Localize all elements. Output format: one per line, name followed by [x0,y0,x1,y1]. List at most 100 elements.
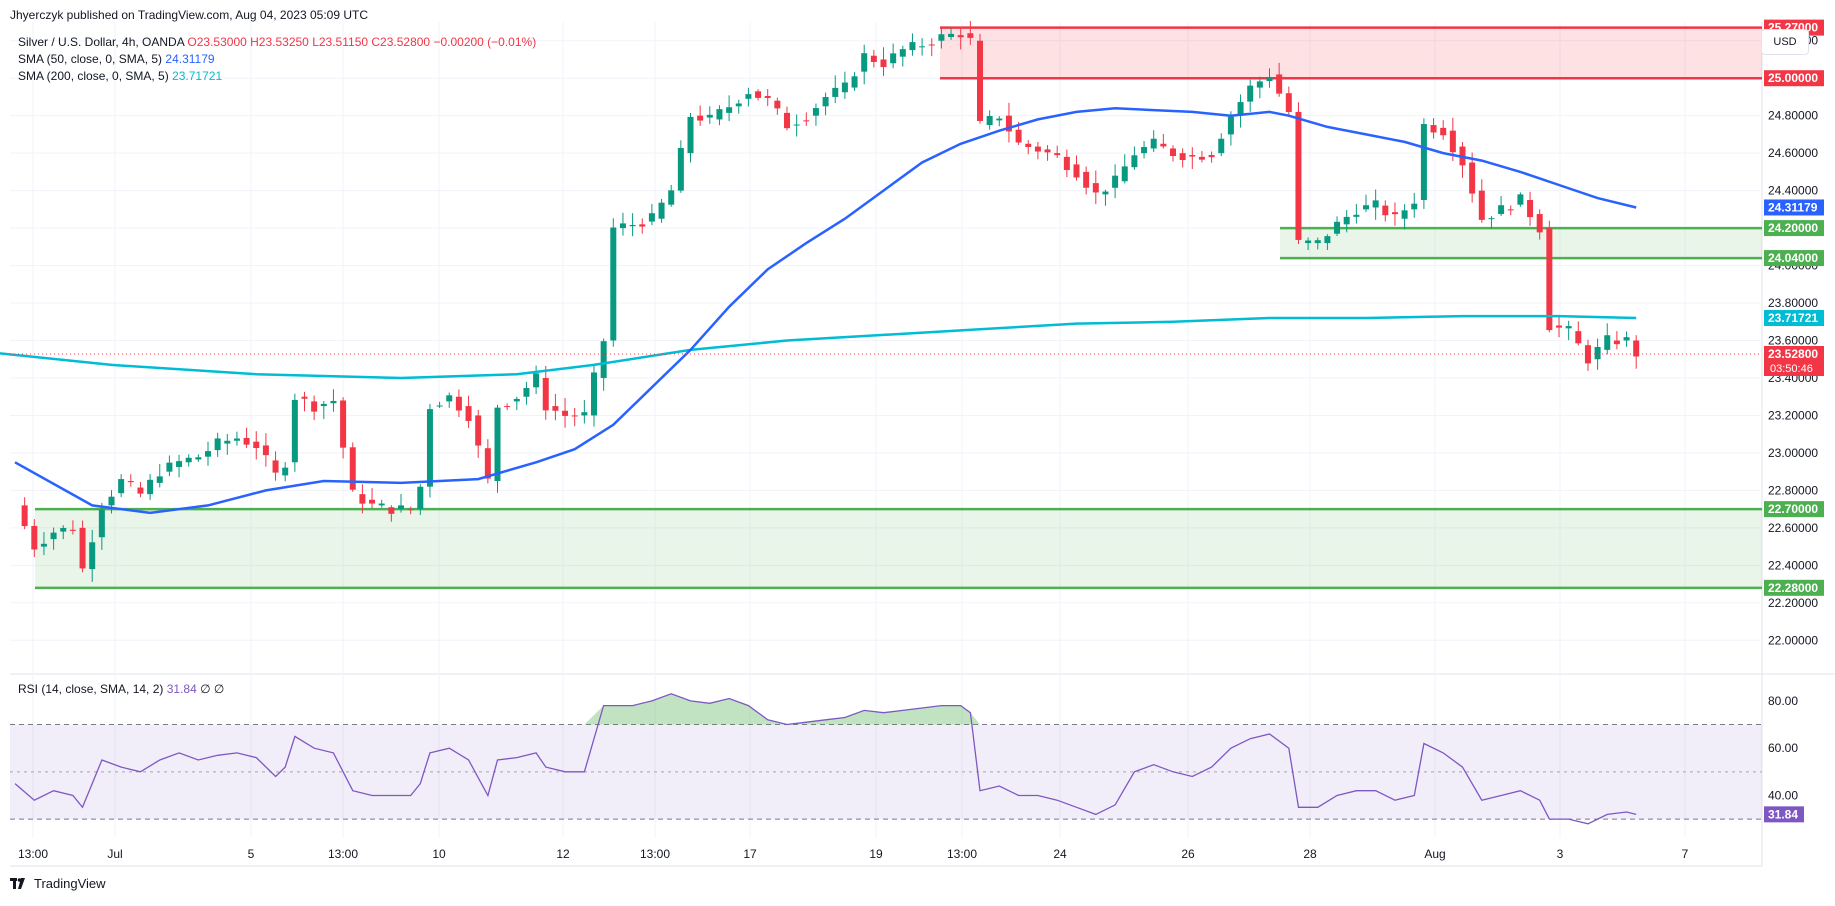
price-tick-label: 23.00000 [1768,446,1818,460]
candle-up [919,46,926,48]
time-tick-label: Aug [1424,847,1445,861]
ohlc-low: L23.51150 [312,35,369,49]
candle-up [1353,214,1360,217]
zone-price-badge-label: 24.04000 [1768,251,1818,265]
candle-down [1527,199,1534,218]
candle-up [1141,146,1148,154]
sma200-value: 23.71721 [172,69,223,83]
symbol-legend[interactable]: Silver / U.S. Dollar, 4h, OANDA O23.5300… [18,35,536,49]
currency-button[interactable]: USD [1761,29,1809,55]
candle-up [841,82,848,93]
candle-down [1034,146,1041,152]
candle-up [1102,191,1109,195]
candle-down [1478,190,1485,220]
candle-up [861,53,868,72]
candle-down [1507,209,1514,211]
price-tick-label: 23.20000 [1768,408,1818,422]
candle-down [1584,345,1591,364]
candle-down [253,441,260,449]
candle-up [1266,77,1273,82]
candle-down [311,401,318,412]
candle-down [1160,143,1167,147]
time-tick-label: 10 [432,847,446,861]
sma50-price-badge [1764,199,1824,216]
candle-up [812,108,819,116]
zone-price-badge-label: 25.00000 [1768,71,1818,85]
time-tick-label: 5 [248,847,255,861]
candle-down [1469,162,1476,194]
candle-down [1025,143,1032,148]
candle-down [21,505,28,527]
candle-down [1092,183,1099,193]
candle-up [793,124,800,126]
time-tick-label: 24 [1053,847,1067,861]
rsi-legend[interactable]: RSI (14, close, SMA, 14, 2) 31.84 ∅ ∅ [18,682,224,696]
candle-down [1430,125,1437,133]
sma50-label: SMA (50, close, 0, SMA, 5) [18,52,163,66]
footer-brand[interactable]: TradingView [10,876,106,891]
candle-down [1391,212,1398,215]
candle-up [436,405,443,407]
candle-down [127,481,134,483]
candle-up [166,462,173,472]
candle-up [1517,194,1524,205]
time-tick-label: 13:00 [947,847,977,861]
candle-up [1363,205,1369,210]
price-tick-label: 24.60000 [1768,146,1818,160]
candle-up [50,532,57,540]
rsi-extra: ∅ ∅ [200,682,225,696]
price-tick-label: 23.60000 [1768,334,1818,348]
candle-up [185,457,192,463]
sma200-label: SMA (200, close, 0, SMA, 5) [18,69,169,83]
ohlc-change: −0.00200 (−0.01%) [433,35,537,49]
candle-up [735,103,742,107]
candle-down [1063,156,1070,171]
price-tick-label: 24.80000 [1768,109,1818,123]
rsi-value-badge [1764,806,1804,823]
candle-up [1411,203,1418,210]
candle-up [1237,102,1244,116]
candle-up [330,400,337,404]
candle-up [648,213,655,222]
time-tick-label: 17 [743,847,757,861]
candle-up [726,107,733,113]
candle-down [697,115,704,121]
candle-up [1314,240,1321,244]
sma200-legend[interactable]: SMA (200, close, 0, SMA, 5) 23.71721 [18,69,222,83]
candles-group [21,20,1640,582]
sma50-legend[interactable]: SMA (50, close, 0, SMA, 5) 24.31179 [18,52,215,66]
candle-up [1623,337,1630,341]
candle-up [1334,221,1341,234]
price-tick-label: 22.00000 [1768,633,1818,647]
candle-up [745,94,752,99]
candle-down [774,100,781,109]
candle-up [494,407,501,482]
candle-down [1198,156,1205,160]
candle-down [301,396,308,399]
zone-resistance-fill [940,27,1762,79]
candle-up [996,118,1003,121]
candle-down [870,55,877,62]
price-tick-label: 24.40000 [1768,184,1818,198]
candle-down [562,410,569,416]
candle-up [581,412,588,416]
rsi-value: 31.84 [166,682,197,696]
candle-up [147,479,154,495]
candle-up [320,403,327,407]
candle-down [552,406,559,411]
candle-down [1179,153,1186,161]
candle-up [1324,236,1331,244]
candle-down [957,35,964,38]
candle-up [1247,85,1254,102]
time-tick-label: 28 [1303,847,1317,861]
candle-up [1150,138,1157,149]
zone-price-badge [1764,220,1824,237]
candle-down [764,96,771,98]
candle-up [668,190,675,205]
candle-up [610,227,617,341]
candle-up [291,399,298,463]
candle-down [69,529,76,531]
candle-up [619,223,626,229]
